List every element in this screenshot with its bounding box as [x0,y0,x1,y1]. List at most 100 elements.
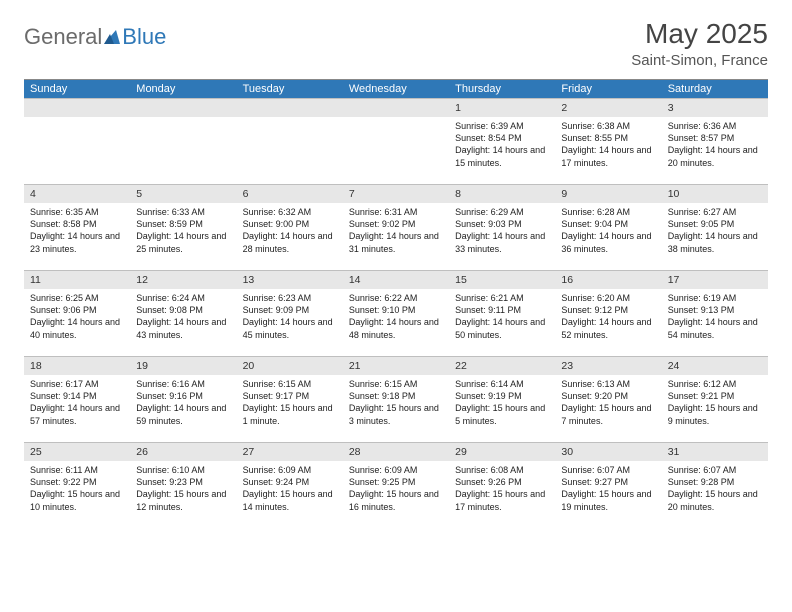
day-body: Sunrise: 6:28 AMSunset: 9:04 PMDaylight:… [555,203,661,261]
sunrise-text: Sunrise: 6:17 AM [30,378,124,390]
sunrise-text: Sunrise: 6:29 AM [455,206,549,218]
day-cell: 18Sunrise: 6:17 AMSunset: 9:14 PMDayligh… [24,356,130,442]
day-body: Sunrise: 6:14 AMSunset: 9:19 PMDaylight:… [449,375,555,433]
sunset-text: Sunset: 9:21 PM [668,390,762,402]
sunset-text: Sunset: 9:26 PM [455,476,549,488]
sunrise-text: Sunrise: 6:19 AM [668,292,762,304]
day-number: 24 [662,356,768,375]
day-number: 29 [449,442,555,461]
day-cell: 14Sunrise: 6:22 AMSunset: 9:10 PMDayligh… [343,270,449,356]
day-body: Sunrise: 6:31 AMSunset: 9:02 PMDaylight:… [343,203,449,261]
sunset-text: Sunset: 9:04 PM [561,218,655,230]
day-number: 21 [343,356,449,375]
sunrise-text: Sunrise: 6:27 AM [668,206,762,218]
day-body: Sunrise: 6:13 AMSunset: 9:20 PMDaylight:… [555,375,661,433]
day-cell: 21 Sunrise: 6:15 AMSunset: 9:18 PMDayligh… [343,356,449,442]
day-body: Sunrise: 6:07 AMSunset: 9:27 PMDaylight:… [555,461,661,519]
day-cell: 13Sunrise: 6:23 AMSunset: 9:09 PMDayligh… [237,270,343,356]
sunrise-text: Sunrise: 6:32 AM [243,206,337,218]
daylight-text: Daylight: 14 hours and 40 minutes. [30,316,124,340]
day-body [237,117,343,126]
daylight-text: Daylight: 15 hours and 3 minutes. [349,402,443,426]
sunset-text: Sunset: 8:57 PM [668,132,762,144]
daylight-text: Daylight: 15 hours and 9 minutes. [668,402,762,426]
daylight-text: Daylight: 14 hours and 28 minutes. [243,230,337,254]
sunrise-text: Sunrise: 6:38 AM [561,120,655,132]
day-cell: 16Sunrise: 6:20 AMSunset: 9:12 PMDayligh… [555,270,661,356]
daylight-text: Daylight: 14 hours and 50 minutes. [455,316,549,340]
sunset-text: Sunset: 9:02 PM [349,218,443,230]
day-number: 6 [237,184,343,203]
sunset-text: Sunset: 9:27 PM [561,476,655,488]
day-body: Sunrise: 6:32 AMSunset: 9:00 PMDaylight:… [237,203,343,261]
sunrise-text: Sunrise: 6:36 AM [668,120,762,132]
day-number: 5 [130,184,236,203]
day-cell: 1Sunrise: 6:39 AMSunset: 8:54 PMDaylight… [449,98,555,184]
day-cell: 28Sunrise: 6:09 AMSunset: 9:25 PMDayligh… [343,442,449,528]
weeks-container: 1Sunrise: 6:39 AMSunset: 8:54 PMDaylight… [24,98,768,528]
daylight-text: Daylight: 14 hours and 31 minutes. [349,230,443,254]
sunset-text: Sunset: 9:18 PM [349,390,443,402]
day-cell: 3Sunrise: 6:36 AMSunset: 8:57 PMDaylight… [662,98,768,184]
day-number [237,98,343,117]
day-number: 13 [237,270,343,289]
day-body: Sunrise: 6:36 AMSunset: 8:57 PMDaylight:… [662,117,768,175]
day-cell: 11Sunrise: 6:25 AMSunset: 9:06 PMDayligh… [24,270,130,356]
sunrise-text: Sunrise: 6:07 AM [561,464,655,476]
sunset-text: Sunset: 9:16 PM [136,390,230,402]
day-body: Sunrise: 6:07 AMSunset: 9:28 PMDaylight:… [662,461,768,519]
sunrise-text: Sunrise: 6:39 AM [455,120,549,132]
week-row: 18Sunrise: 6:17 AMSunset: 9:14 PMDayligh… [24,356,768,442]
calendar-grid: Sunday Monday Tuesday Wednesday Thursday… [24,79,768,528]
daylight-text: Daylight: 15 hours and 5 minutes. [455,402,549,426]
day-number: 16 [555,270,661,289]
sunset-text: Sunset: 9:20 PM [561,390,655,402]
week-row: 11Sunrise: 6:25 AMSunset: 9:06 PMDayligh… [24,270,768,356]
daylight-text: Daylight: 14 hours and 43 minutes. [136,316,230,340]
weekday-sunday: Sunday [24,80,130,98]
day-number [343,98,449,117]
daylight-text: Daylight: 15 hours and 1 minute. [243,402,337,426]
day-cell: 29Sunrise: 6:08 AMSunset: 9:26 PMDayligh… [449,442,555,528]
sunrise-text: Sunrise: 6:35 AM [30,206,124,218]
day-body: Sunrise: 6:19 AMSunset: 9:13 PMDaylight:… [662,289,768,347]
sunrise-text: Sunrise: 6:13 AM [561,378,655,390]
day-number: 11 [24,270,130,289]
sunset-text: Sunset: 8:58 PM [30,218,124,230]
sunrise-text: Sunrise: 6:15 AM [349,378,443,390]
day-cell: 23Sunrise: 6:13 AMSunset: 9:20 PMDayligh… [555,356,661,442]
week-row: 4 Sunrise: 6:35 AMSunset: 8:58 PM Daylight… [24,184,768,270]
day-cell [343,98,449,184]
sunset-text: Sunset: 8:59 PM [136,218,230,230]
day-body: Sunrise: 6:11 AMSunset: 9:22 PMDaylight:… [24,461,130,519]
day-body: Sunrise: 6:20 AMSunset: 9:12 PMDaylight:… [555,289,661,347]
day-body: Sunrise: 6:27 AMSunset: 9:05 PMDaylight:… [662,203,768,261]
day-cell: 8Sunrise: 6:29 AMSunset: 9:03 PMDaylight… [449,184,555,270]
day-number: 18 [24,356,130,375]
sunset-text: Sunset: 9:14 PM [30,390,124,402]
day-number: 8 [449,184,555,203]
day-number: 22 [449,356,555,375]
sunrise-text: Sunrise: 6:22 AM [349,292,443,304]
day-body [343,117,449,126]
day-body: Sunrise: 6:08 AMSunset: 9:26 PMDaylight:… [449,461,555,519]
sunset-text: Sunset: 9:19 PM [455,390,549,402]
daylight-text: Daylight: 14 hours and 20 minutes. [668,144,762,168]
day-cell: 26Sunrise: 6:10 AMSunset: 9:23 PMDayligh… [130,442,236,528]
daylight-text: Daylight: 14 hours and 48 minutes. [349,316,443,340]
day-cell: 6Sunrise: 6:32 AMSunset: 9:00 PMDaylight… [237,184,343,270]
day-number: 14 [343,270,449,289]
sunset-text: Sunset: 9:00 PM [243,218,337,230]
daylight-text: Daylight: 15 hours and 17 minutes. [455,488,549,512]
title-block: May 2025 Saint-Simon, France [631,18,768,69]
day-body: Sunrise: 6:17 AMSunset: 9:14 PMDaylight:… [24,375,130,433]
sunset-text: Sunset: 9:06 PM [30,304,124,316]
sunrise-text: Sunrise: 6:31 AM [349,206,443,218]
daylight-text: Daylight: 14 hours and 38 minutes. [668,230,762,254]
day-cell: 17Sunrise: 6:19 AMSunset: 9:13 PMDayligh… [662,270,768,356]
sunrise-text: Sunrise: 6:15 AM [243,378,337,390]
day-body: Sunrise: 6:15 AMSunset: 9:17 PMDaylight:… [237,375,343,433]
day-number: 4 [24,184,130,203]
day-number: 20 [237,356,343,375]
day-body: Sunrise: 6:16 AMSunset: 9:16 PMDaylight:… [130,375,236,433]
